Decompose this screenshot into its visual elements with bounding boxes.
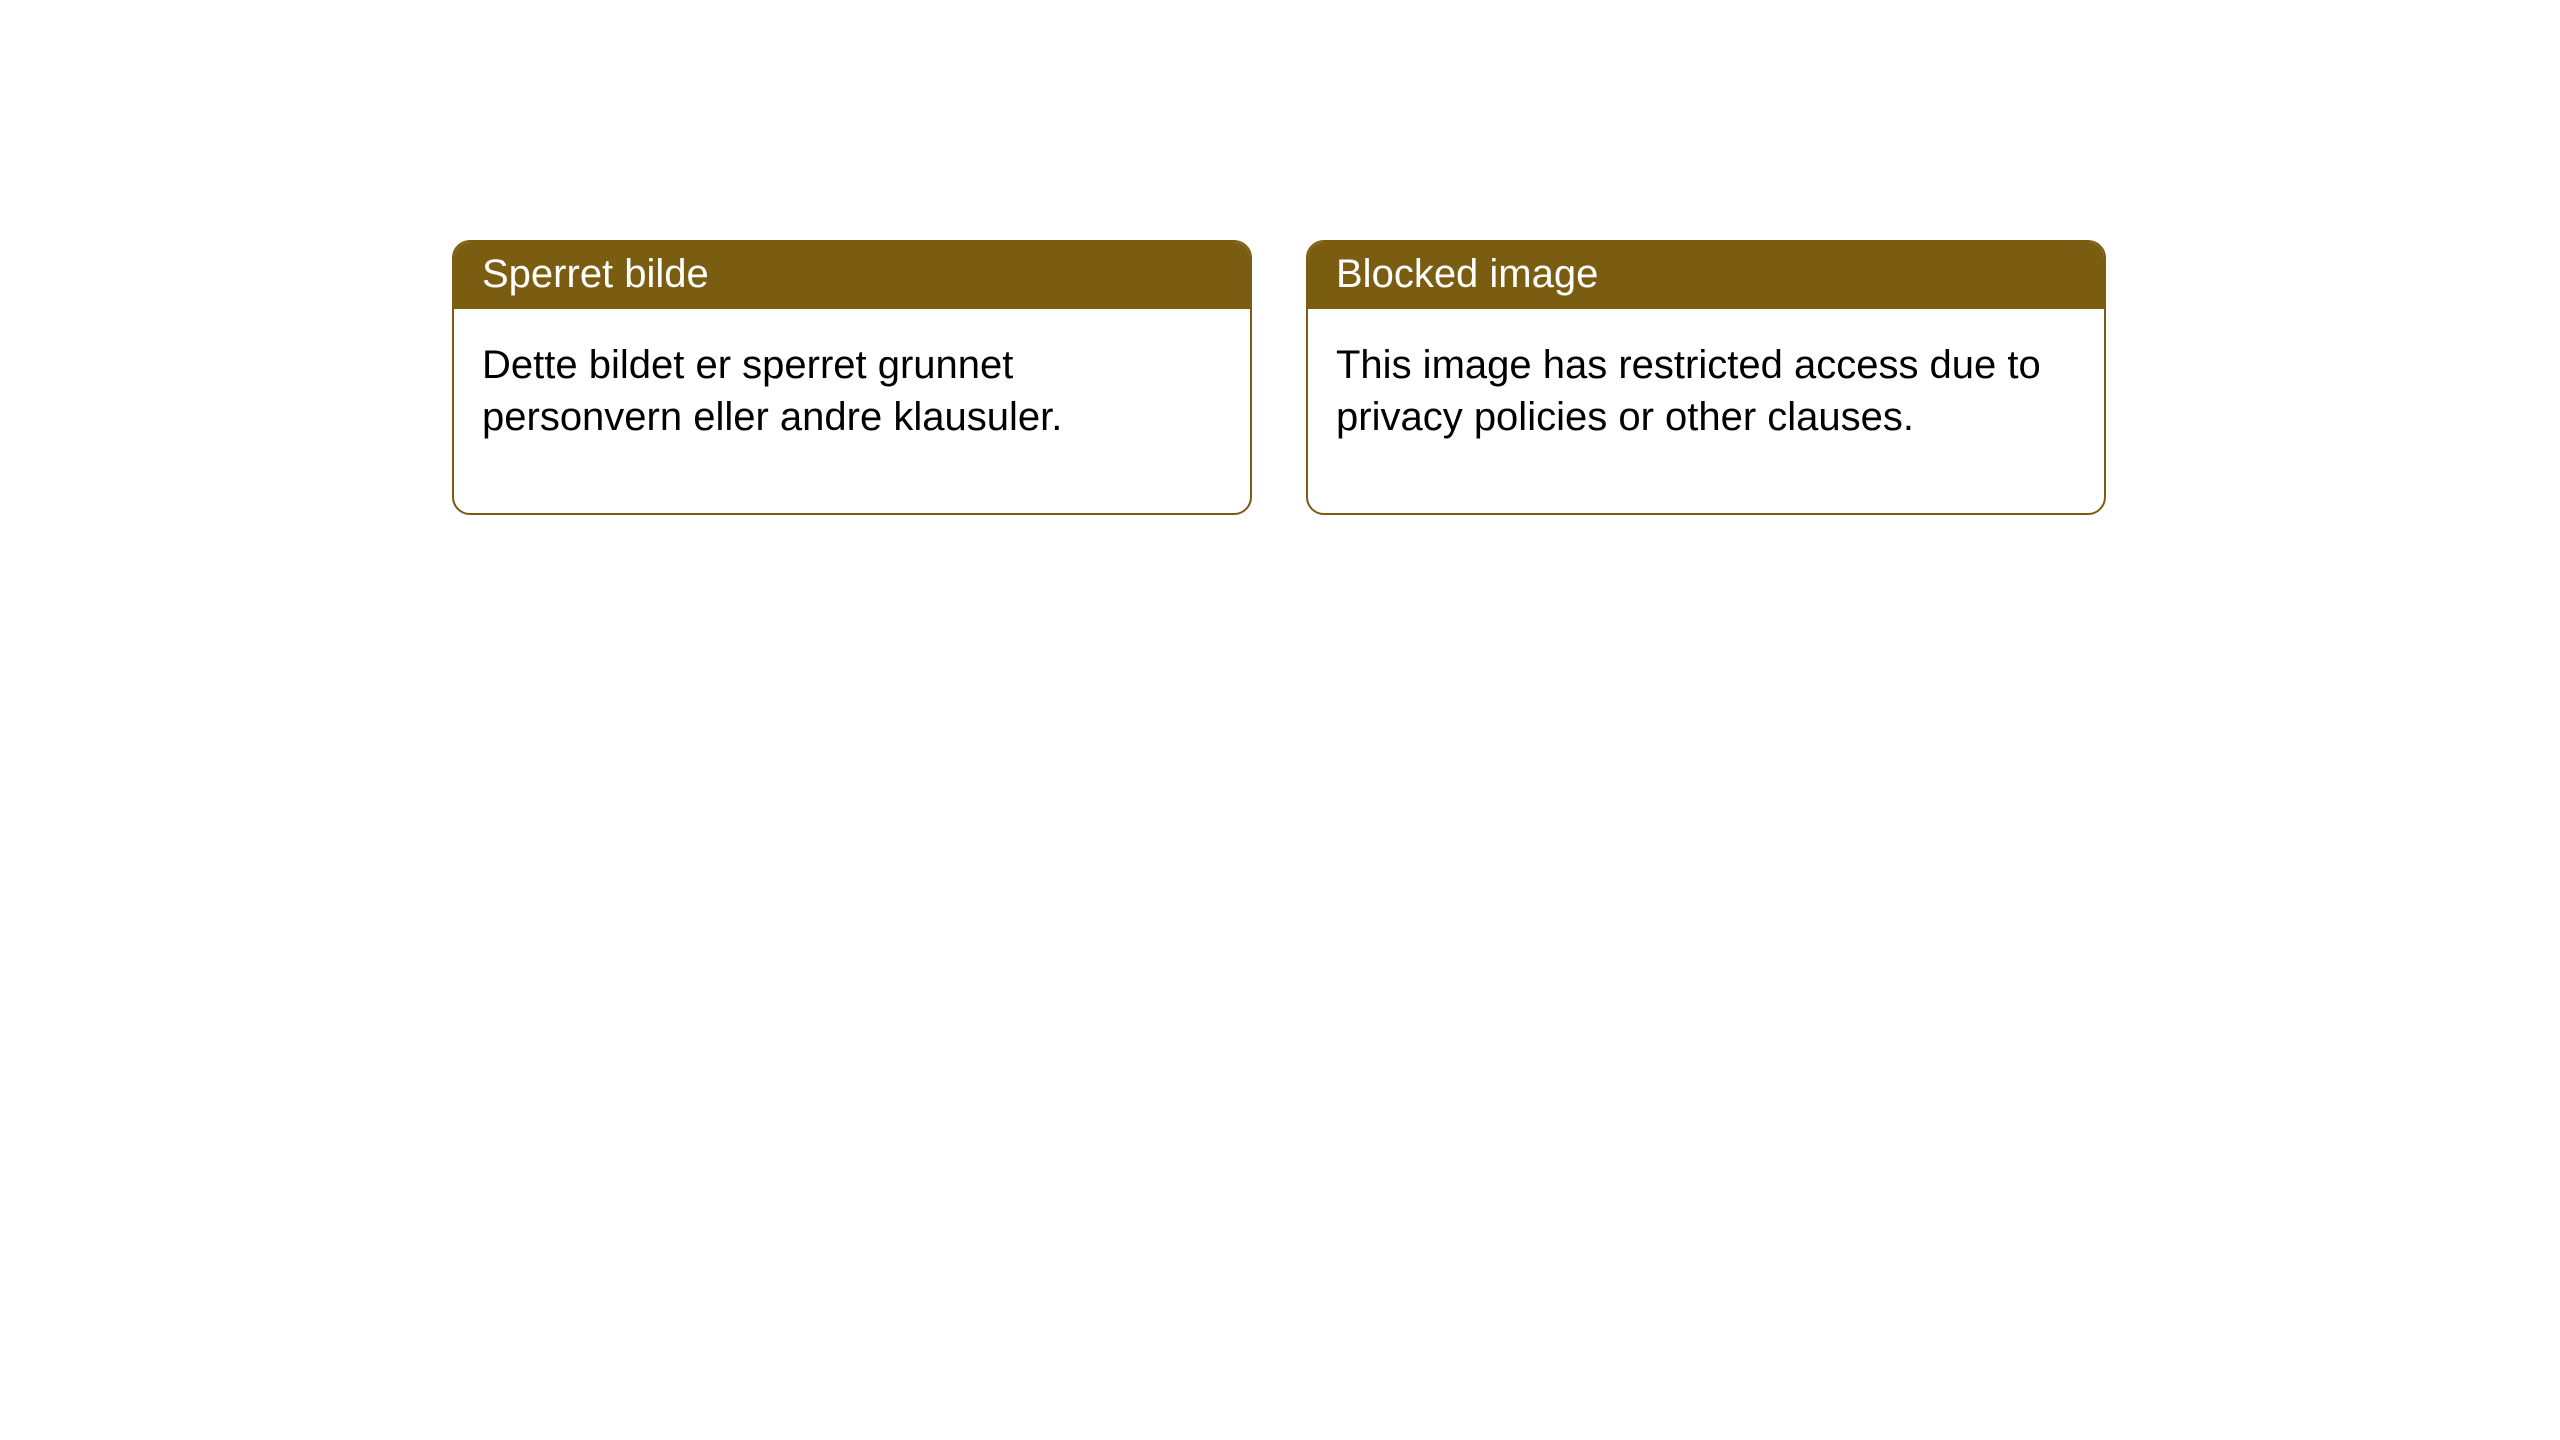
notice-card-english: Blocked image This image has restricted … <box>1306 240 2106 515</box>
notice-card-body: This image has restricted access due to … <box>1308 309 2104 513</box>
notice-card-header: Blocked image <box>1308 242 2104 309</box>
notice-card-norwegian: Sperret bilde Dette bildet er sperret gr… <box>452 240 1252 515</box>
notice-body-text: This image has restricted access due to … <box>1336 343 2041 439</box>
notice-card-header: Sperret bilde <box>454 242 1250 309</box>
notice-container: Sperret bilde Dette bildet er sperret gr… <box>0 0 2560 515</box>
notice-title: Blocked image <box>1336 252 1598 296</box>
notice-body-text: Dette bildet er sperret grunnet personve… <box>482 343 1062 439</box>
notice-card-body: Dette bildet er sperret grunnet personve… <box>454 309 1250 513</box>
notice-title: Sperret bilde <box>482 252 709 296</box>
